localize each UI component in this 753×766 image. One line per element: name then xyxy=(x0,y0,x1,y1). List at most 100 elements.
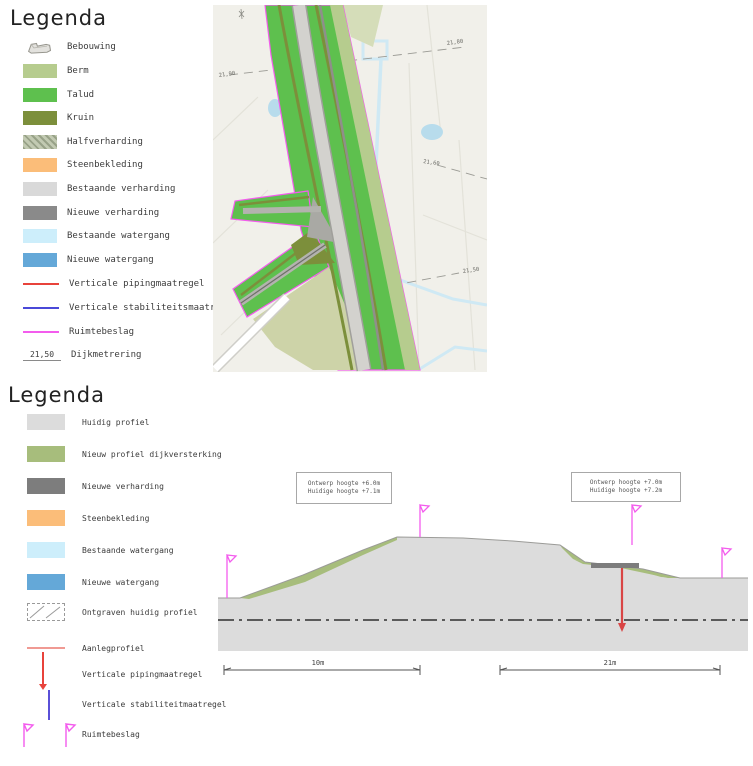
huidige-hoogte-right: Huidige hoogte +7.2m xyxy=(589,487,663,494)
legend-item-steenbekleding-2: Steenbekleding xyxy=(0,508,230,528)
color-swatch xyxy=(23,88,57,102)
stability-line-icon xyxy=(48,690,50,720)
legend-item-label: Verticale pipingmaatregel xyxy=(69,279,205,289)
color-swatch xyxy=(27,414,65,430)
dike-cross-section: 10m 21m xyxy=(218,504,748,675)
legend-item-label: Verticale pipingmaatregel xyxy=(82,669,203,679)
legend-item-halfverharding: Halfverharding xyxy=(10,131,210,153)
kruin-area xyxy=(291,231,335,265)
magenta-line-swatch xyxy=(23,331,59,333)
pond xyxy=(421,124,443,140)
legend-item-ruimtebeslag-2: Ruimtebeslag xyxy=(0,724,230,744)
profile-legend-title: Legenda xyxy=(8,383,106,407)
legend-item-bestaande-verharding: Bestaande verharding xyxy=(10,178,210,200)
color-swatch xyxy=(27,478,65,494)
metrering-label: 21,80 xyxy=(446,39,463,47)
legend-item-label: Bestaande watergang xyxy=(67,231,170,241)
legend-item-label: Verticale stabiliteitmaatregel xyxy=(82,699,227,709)
metrering-label: 21,50 xyxy=(462,267,479,275)
legend-item-ontgraven: Ontgraven huidig profiel xyxy=(0,601,230,623)
ruimtebeslag-flags-icon xyxy=(22,723,77,747)
pond xyxy=(268,99,282,117)
legend-item-label: Ontgraven huidig profiel xyxy=(82,607,198,617)
legend-item-piping-2: Verticale pipingmaatregel xyxy=(0,664,230,684)
map-symbol xyxy=(238,8,245,20)
fork-roads xyxy=(239,206,327,306)
legend-item-bebouwing: Bebouwing xyxy=(10,36,210,58)
legend-item-nieuwe-verharding-2: Nieuwe verharding xyxy=(0,476,230,496)
legend-item-nieuw-profiel: Nieuw profiel dijkversterking xyxy=(0,444,230,464)
profile-body xyxy=(218,537,748,651)
berm-strip xyxy=(330,5,420,370)
dimension-lines xyxy=(223,665,721,675)
legend-item-label: Verticale stabiliteitsmaatregel xyxy=(69,303,237,313)
metrering-label: 21,90 xyxy=(218,71,235,79)
ruimtebeslag-flags xyxy=(225,504,733,598)
legend-item-label: Ruimtebeslag xyxy=(69,327,135,337)
new-pavement-bar xyxy=(591,563,639,568)
legend-item-huidig-profiel: Huidig profiel xyxy=(0,412,230,432)
ontwerp-hoogte-left: Ontwerp hoogte +6.0m xyxy=(307,480,381,487)
dim-label-right: 21m xyxy=(604,659,617,667)
legend-item-label: Kruin xyxy=(67,113,95,123)
legend-item-aanlegprofiel: Aanlegprofiel xyxy=(0,638,230,658)
legend-item-bestaande-watergang: Bestaande watergang xyxy=(10,225,210,247)
color-swatch xyxy=(23,64,57,78)
red-line-swatch xyxy=(23,283,59,285)
surface-line xyxy=(218,536,748,599)
legend-item-label: Bestaande verharding xyxy=(67,184,176,194)
dijkmetrering-sample: 21,50 xyxy=(23,350,61,361)
legend-item-nieuwe-verharding: Nieuwe verharding xyxy=(10,202,210,224)
legend-item-bestaande-watergang-2: Bestaande watergang xyxy=(0,540,230,560)
legend-item-label: Nieuwe verharding xyxy=(82,481,164,491)
secondary-road xyxy=(318,5,385,371)
height-annotation-right: Ontwerp hoogte +7.0m Huidige hoogte +7.2… xyxy=(571,472,681,502)
piping-arrow-icon xyxy=(39,684,47,690)
legend-item-nieuwe-watergang-2: Nieuwe watergang xyxy=(0,572,230,592)
color-swatch xyxy=(23,229,57,243)
legend-item-label: Bebouwing xyxy=(67,42,116,52)
legend-item-label: Nieuwe watergang xyxy=(67,255,154,265)
huidige-hoogte-left: Huidige hoogte +7.1m xyxy=(307,488,381,495)
legend-item-label: Nieuw profiel dijkversterking xyxy=(82,449,222,459)
legend-item-steenbekleding: Steenbekleding xyxy=(10,154,210,176)
salmon-line-swatch xyxy=(27,647,65,649)
legend-item-label: Nieuwe verharding xyxy=(67,208,160,218)
hatch-swatch xyxy=(23,135,57,149)
color-swatch xyxy=(27,510,65,526)
color-swatch xyxy=(23,253,57,267)
legend-item-label: Steenbekleding xyxy=(67,160,143,170)
dim-label-left: 10m xyxy=(312,659,325,667)
legend-item-label: Halfverharding xyxy=(67,137,143,147)
white-road xyxy=(213,294,290,372)
legend-item-dijkmetrering: 21,50 Dijkmetrering xyxy=(10,344,210,366)
legend-item-label: Nieuwe watergang xyxy=(82,577,160,587)
height-annotation-left: Ontwerp hoogte +6.0m Huidige hoogte +7.1… xyxy=(296,472,392,504)
piping-measure-arrow xyxy=(618,623,626,632)
legend-item-kruin: Kruin xyxy=(10,107,210,129)
legend-item-nieuwe-watergang: Nieuwe watergang xyxy=(10,249,210,271)
color-swatch xyxy=(23,182,57,196)
main-road xyxy=(293,5,370,372)
color-swatch xyxy=(27,574,65,590)
piping-line-icon xyxy=(42,652,44,686)
color-swatch xyxy=(27,446,65,462)
berm-area xyxy=(343,5,383,47)
map-legend-title: Legenda xyxy=(10,6,108,30)
metrering-label: 21,60 xyxy=(423,159,440,167)
color-swatch xyxy=(27,542,65,558)
legend-item-label: Ruimtebeslag xyxy=(82,729,140,739)
legend-item-ruimtebeslag: Ruimtebeslag xyxy=(10,321,210,343)
legend-item-label: Aanlegprofiel xyxy=(82,643,145,653)
legend-item-label: Bestaande watergang xyxy=(82,545,174,555)
color-swatch xyxy=(23,206,57,220)
color-swatch xyxy=(23,111,57,125)
legend-item-pipingmaatregel: Verticale pipingmaatregel xyxy=(10,273,210,295)
legend-item-label: Huidig profiel xyxy=(82,417,150,427)
hatched-box-swatch xyxy=(27,603,65,621)
color-swatch xyxy=(23,158,57,172)
legend-item-label: Dijkmetrering xyxy=(71,350,142,360)
legend-item-stabiliteitsmaatregel: Verticale stabiliteitsmaatregel xyxy=(10,297,237,319)
building-icon xyxy=(27,42,52,54)
ontwerp-hoogte-right: Ontwerp hoogte +7.0m xyxy=(589,479,663,486)
